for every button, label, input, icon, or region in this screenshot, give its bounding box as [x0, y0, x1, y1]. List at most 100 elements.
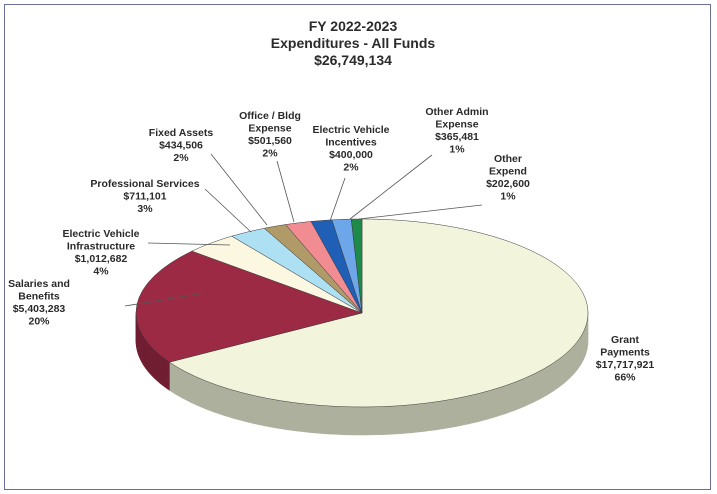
pie-side-grant — [412, 402, 425, 433]
pie-side-grant — [552, 358, 560, 392]
leader-line-ev_incent — [329, 177, 346, 222]
pie-side-grant — [389, 405, 402, 435]
pie-side-grant — [285, 401, 298, 432]
label-ev_incent-line-2: Incentives — [325, 137, 377, 149]
pie-side-grant — [564, 349, 570, 384]
pie-side-grant — [446, 397, 458, 429]
pie-side-grant — [331, 405, 344, 435]
pie-side-grant — [477, 390, 489, 422]
leader-line-fixed — [210, 153, 268, 226]
pie-side-grant — [253, 395, 265, 427]
pie-side-grant — [401, 404, 414, 434]
label-ev_incent-line-3: $400,000 — [329, 149, 373, 161]
pie-side-grant — [435, 399, 448, 431]
pie-side-grant — [223, 387, 234, 419]
pie-side-grant — [569, 344, 575, 379]
label-ev_incent-line-1: Electric Vehicle — [312, 124, 389, 136]
pie-side-grant — [573, 340, 579, 375]
leader-line-admin — [349, 154, 433, 220]
leader-line-other — [358, 204, 483, 220]
pie-side-grant — [243, 392, 254, 424]
pie-side-grant — [577, 335, 582, 370]
pie-side-grant — [296, 402, 309, 433]
pie-side-grant — [506, 381, 517, 414]
label-salaries-line-3: $5,403,283 — [13, 303, 66, 315]
label-fixed-line-3: 2% — [173, 152, 189, 164]
label-salaries-line-1: Salaries and — [8, 278, 70, 290]
label-salaries-line-4: 20% — [28, 316, 50, 328]
pie-side-grant — [497, 384, 508, 417]
pie-slice-salaries — [135, 250, 363, 363]
label-office-line-3: $501,560 — [248, 135, 292, 147]
pie-slices — [135, 218, 589, 408]
pie-side-grant — [319, 405, 332, 435]
pie-side-grant — [558, 353, 565, 388]
pie-side-grant — [487, 387, 499, 420]
label-ev_infra-line-1: Electric Vehicle — [62, 228, 139, 240]
pie-side-grant — [308, 403, 321, 434]
label-office-line-1: Office / Bldg — [239, 110, 301, 122]
pie-side-grant — [274, 399, 287, 430]
pie-side-grant — [175, 365, 184, 399]
label-other-line-2: Expend — [489, 166, 527, 178]
label-office-line-4: 2% — [262, 148, 278, 160]
pie-side-grant — [354, 406, 367, 436]
label-other-line-1: Other — [494, 153, 522, 165]
label-grant-line-2: Payments — [600, 347, 650, 359]
pie-side-grant — [205, 380, 216, 413]
label-fixed-line-2: $434,506 — [159, 140, 203, 152]
label-ev_infra-line-4: 4% — [93, 266, 109, 278]
pie-side-grant — [424, 401, 437, 432]
label-ev_infra: Electric VehicleInfrastructure$1,012,682… — [62, 228, 231, 278]
leader-line-salaries — [124, 292, 206, 307]
pie-side-grant — [263, 397, 276, 429]
pie-side-grant — [189, 373, 199, 407]
pie-side-grant — [233, 389, 244, 422]
pie-side-grant — [457, 395, 469, 427]
label-other-line-3: $202,600 — [486, 178, 530, 190]
chart-title-line-1: FY 2022-2023 — [309, 18, 398, 34]
pie-side-grant — [467, 393, 479, 425]
pie-side-grant — [539, 366, 548, 400]
pie-side-grant — [197, 377, 207, 410]
pie-side-grant — [546, 362, 554, 396]
label-ev_infra-line-2: Infrastructure — [67, 241, 135, 253]
leader-line-ev_infra — [147, 242, 231, 246]
label-other-line-4: 1% — [500, 191, 516, 203]
label-salaries-line-2: Benefits — [18, 291, 60, 303]
label-ev_infra-line-3: $1,012,682 — [75, 253, 128, 265]
leader-line-office — [276, 160, 295, 223]
pie-slice-grant — [168, 218, 589, 408]
pie-side-grant — [523, 374, 533, 407]
label-ev_incent-line-4: 2% — [343, 162, 359, 174]
label-grant-line-4: 66% — [614, 372, 636, 384]
label-prof-line-3: 3% — [137, 203, 153, 215]
label-admin-line-1: Other Admin — [425, 106, 488, 118]
label-office-line-2: Expense — [248, 123, 291, 135]
pie-side-grant — [182, 369, 191, 403]
pie-side-grant — [531, 370, 540, 404]
label-admin-line-2: Expense — [435, 119, 478, 131]
pie-side-grant — [366, 406, 379, 436]
pie-side-grant — [515, 378, 525, 411]
label-grant-line-1: Grant — [611, 334, 640, 346]
chart-frame: FY 2022-2023 Expenditures - All Funds $26,… — [4, 4, 711, 490]
label-admin-line-3: $365,481 — [435, 131, 479, 143]
pie-side-grant — [214, 383, 225, 416]
label-grant-line-3: $17,717,921 — [596, 359, 655, 371]
label-fixed-line-1: Fixed Assets — [149, 127, 214, 139]
label-prof-line-1: Professional Services — [90, 178, 199, 190]
chart-title-line-2: Expenditures - All Funds — [271, 35, 436, 51]
pie-side-grant — [580, 331, 584, 365]
